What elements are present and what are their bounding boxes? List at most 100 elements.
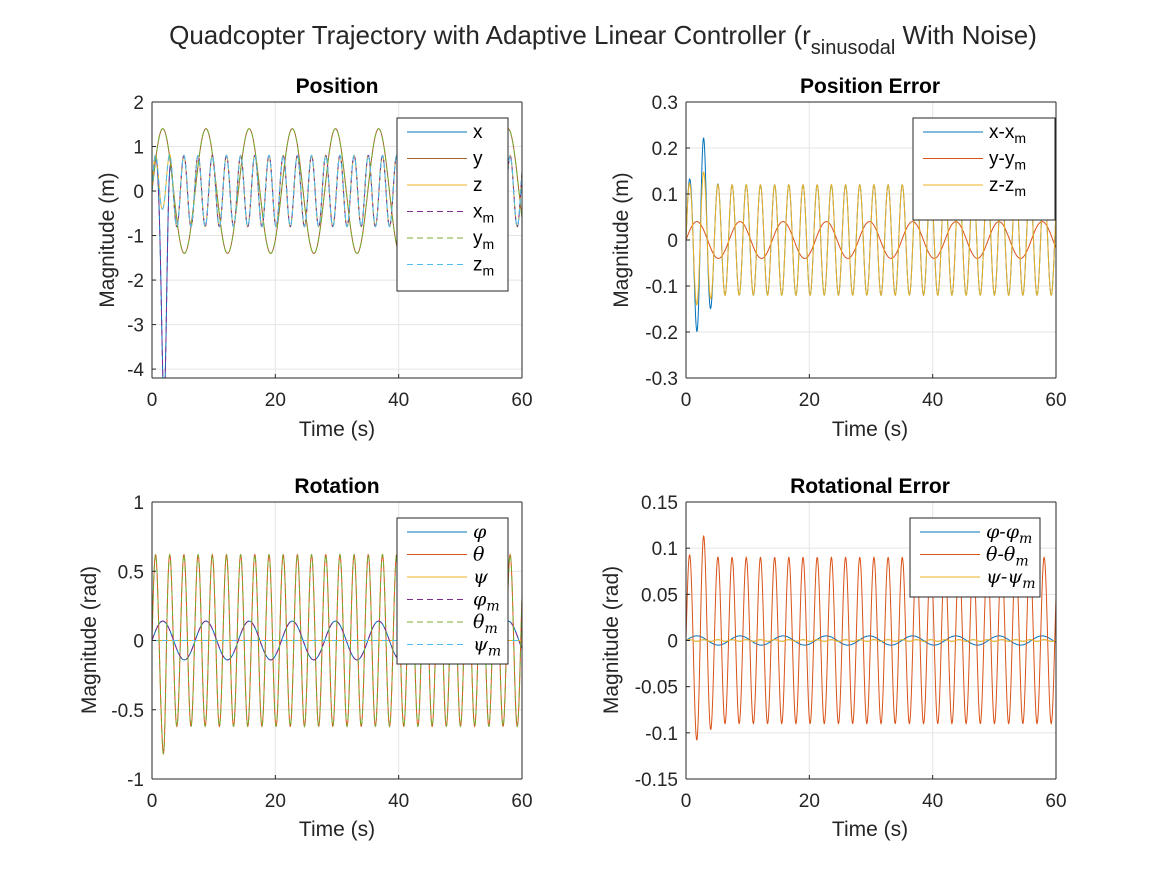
legend-entry-label: y-ym <box>989 149 1026 173</box>
legend-entry-sub: m <box>488 644 501 660</box>
legend-entry-sub: m <box>484 621 497 637</box>
y-tick-label: 2 <box>133 93 144 114</box>
y-tick-label: 0 <box>667 231 678 252</box>
legend-entry-sub: m <box>483 236 495 252</box>
y-axis-label: Magnitude (m) <box>96 172 119 307</box>
x-tick-label: 20 <box>799 791 820 812</box>
y-tick-label: -0.2 <box>645 323 678 344</box>
subplot-title: Position <box>296 75 379 98</box>
subplot-rotational-error: 0 20 40 60-0.15-0.1-0.0500.050.10.15φ-φmθ-θ… <box>600 475 1067 841</box>
y-tick-label: -1 <box>127 770 144 791</box>
legend-entry-label: z-zm <box>989 175 1026 199</box>
series-line-2 <box>686 534 1056 741</box>
y-tick-label: 0 <box>133 182 144 203</box>
legend-entry-sub: m <box>486 599 499 615</box>
y-tick-label: 0.5 <box>118 562 144 583</box>
legend-entry-sub: m <box>1019 531 1032 547</box>
series-line-3 <box>686 639 1056 642</box>
legend-entry-label: x-xm <box>989 122 1026 146</box>
legend-entry-label: ym <box>473 228 494 252</box>
legend-entry-base: θ <box>473 611 485 633</box>
x-tick-label: 20 <box>265 390 286 411</box>
x-tick-label: 20 <box>799 390 820 411</box>
x-tick-label: 0 <box>147 390 158 411</box>
plot-area-rotational-error: 0 20 40 60-0.15-0.1-0.0500.050.10.15φ-φmθ-θ… <box>635 493 1067 812</box>
legend-entry-base: x-x <box>989 122 1015 143</box>
subplot-title: Rotational Error <box>790 475 950 498</box>
legend-entry-label: φ <box>473 521 487 543</box>
y-tick-label: -0.5 <box>111 701 144 722</box>
legend-entry-base: z <box>473 175 483 196</box>
x-tick-label: 40 <box>922 791 943 812</box>
legend-entry-sub: m <box>1022 576 1035 592</box>
x-tick-label: 60 <box>511 390 532 411</box>
legend-box <box>396 517 509 665</box>
legend-entry-sub: m <box>1014 157 1026 173</box>
legend-entry-base: φ <box>473 521 487 543</box>
subplot-title: Rotation <box>294 475 379 498</box>
legend-entry-sub: m <box>1014 130 1026 146</box>
subplot-position-error: 0 20 40 60-0.3-0.2-0.100.10.20.3x-xmy-ymz-z… <box>610 75 1067 441</box>
x-axis-label: Time (s) <box>299 818 375 841</box>
x-tick-label: 0 <box>147 791 158 812</box>
legend-entry-base: z <box>473 255 483 276</box>
plot-area-position-error: 0 20 40 60-0.3-0.2-0.100.10.20.3x-xmy-ymz-z… <box>645 93 1066 411</box>
x-tick-label: 40 <box>388 390 409 411</box>
legend-entry-sub: m <box>1014 183 1026 199</box>
legend-entry-sub: m <box>483 263 495 279</box>
y-axis-label: Magnitude (rad) <box>600 566 623 714</box>
legend-entry-base: y <box>473 228 483 249</box>
y-axis-label: Magnitude (rad) <box>78 566 101 714</box>
legend-entry-base: ψ <box>473 566 489 588</box>
x-tick-label: 60 <box>1045 390 1066 411</box>
y-tick-label: 1 <box>133 493 144 514</box>
legend-entry-label: θm <box>473 611 498 637</box>
y-tick-label: 0.3 <box>652 93 678 114</box>
legend-entry-label: zm <box>473 255 494 279</box>
figure-title-sub: sinusodal <box>811 37 896 59</box>
legend-entry-label: φm <box>473 589 500 615</box>
y-tick-label: -4 <box>127 360 144 381</box>
y-tick-label: 0 <box>667 632 678 653</box>
x-axis-label: Time (s) <box>832 818 908 841</box>
legend-box <box>909 517 1041 598</box>
y-tick-label: 0.15 <box>641 493 678 514</box>
legend-box <box>396 117 509 292</box>
y-tick-label: -3 <box>127 316 144 337</box>
legend-entry-label: ψ-ψm <box>986 566 1036 592</box>
x-axis-label: Time (s) <box>832 418 908 441</box>
legend: x-xmy-ymz-zm <box>912 117 1056 221</box>
legend-entry-base: ψ-ψ <box>986 566 1023 588</box>
y-tick-label: -0.15 <box>635 770 678 791</box>
legend-entry-base: φ-φ <box>986 521 1020 543</box>
y-tick-label: -0.1 <box>645 724 678 745</box>
x-tick-label: 40 <box>922 390 943 411</box>
y-tick-label: -0.05 <box>635 678 678 699</box>
legend-entry-base: θ <box>473 544 485 566</box>
legend-entry-label: ψ <box>473 566 489 588</box>
figure-title-tail: With Noise) <box>895 20 1037 50</box>
legend-entry-base: φ <box>473 589 487 611</box>
y-tick-label: -0.1 <box>645 277 678 298</box>
y-tick-label: -1 <box>127 227 144 248</box>
legend-entry-base: x <box>473 202 483 223</box>
legend: φ-φmθ-θmψ-ψm <box>909 517 1041 598</box>
x-tick-label: 40 <box>388 791 409 812</box>
y-tick-label: -2 <box>127 271 144 292</box>
figure-title-main: Quadcopter Trajectory with Adaptive Line… <box>169 20 811 50</box>
legend-entry-base: y-y <box>989 149 1015 170</box>
legend-entry-label: θ-θm <box>986 544 1029 570</box>
subplot-title: Position Error <box>800 75 940 98</box>
legend-entry-base: ψ <box>473 634 489 656</box>
y-tick-label: 0.1 <box>652 539 678 560</box>
legend-box <box>912 117 1056 221</box>
y-axis-label: Magnitude (m) <box>610 172 633 307</box>
legend-entry-base: y <box>473 149 483 170</box>
x-tick-label: 20 <box>265 791 286 812</box>
